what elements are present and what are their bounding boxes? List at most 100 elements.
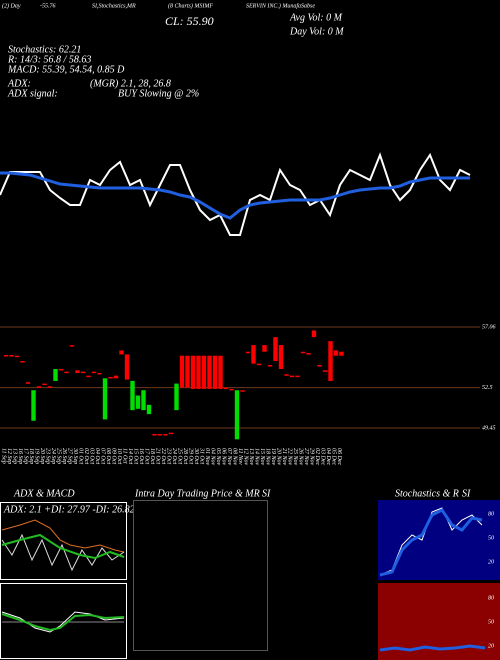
candle [256, 363, 262, 366]
macd: MACD: 55.39, 54.54, 0.85 D [7, 64, 125, 75]
x-tick-label: 17 Sep [23, 448, 29, 464]
candle [80, 371, 86, 374]
candle [311, 330, 317, 338]
x-tick-label: 03 Oct [89, 448, 95, 464]
candle [36, 386, 42, 388]
x-tick-label: 08 Nov [232, 448, 238, 466]
x-tick-label: 13 Sep [12, 448, 18, 464]
candle [157, 434, 163, 436]
x-tick-label: 11 Oct [122, 448, 128, 464]
top-text: SERVIN INC.) MunafaSabse [246, 2, 315, 9]
x-tick-label: 12 Sep [6, 448, 12, 464]
x-tick-label: 25 Sep [56, 448, 62, 464]
candle [322, 370, 328, 372]
stoch-panel [378, 500, 500, 580]
x-tick-label: 04 Nov [210, 448, 217, 466]
candle [229, 388, 234, 391]
x-tick-label: 14 Nov [254, 448, 261, 466]
rsi-decor [379, 644, 486, 652]
rsi-level: 20 [488, 643, 494, 649]
x-tick-label: 15 Nov [259, 448, 265, 466]
x-tick-label: 24 Sep [50, 448, 57, 464]
x-tick-label: 03 Dec [320, 448, 326, 465]
x-tick-label: 19 Nov [270, 448, 276, 466]
candle [102, 378, 108, 420]
candle [113, 375, 119, 379]
x-tick-label: 26 Sep [61, 448, 67, 464]
candle [47, 386, 53, 388]
x-tick-label: 21 Oct [155, 448, 161, 464]
panel-title: Intra Day Trading Price & MR [134, 488, 260, 499]
stochastics: Stochastics: 62.21 [8, 44, 81, 55]
x-tick-label: 29 Nov [309, 448, 315, 466]
candle [69, 345, 75, 347]
x-tick-label: 18 Oct [149, 448, 155, 464]
candle [124, 354, 130, 380]
x-tick-label: 27 Sep [67, 448, 73, 464]
candle [91, 371, 97, 374]
x-tick-label: 22 Nov [287, 448, 293, 466]
candle [146, 404, 152, 415]
x-tick-label: 06 Nov [221, 448, 227, 466]
x-tick-label: 08 Oct [105, 448, 111, 464]
adx-panel [0, 502, 127, 580]
panel-title: ADX & MACD [13, 488, 75, 499]
x-tick-label: 25 Oct [177, 448, 183, 464]
x-tick-label: 13 Nov [248, 448, 254, 466]
x-tick-label: 22 Oct [160, 448, 166, 464]
adx-decor [1, 533, 125, 572]
x-tick-label: 01 Oct [78, 448, 84, 464]
candle [14, 355, 20, 358]
candle [328, 341, 333, 381]
top-text: SI,Stochastics,MR [92, 3, 136, 9]
stoch-level: 20 [488, 559, 494, 565]
candle [86, 375, 91, 378]
candle [31, 390, 36, 421]
x-tick-label: 16 Sep [17, 448, 23, 464]
top-text: (2) Day [2, 2, 21, 9]
x-tick-label: 24 Oct [171, 448, 178, 464]
y-tick-label: 49.45 [482, 424, 496, 431]
candle [135, 395, 141, 409]
candle [262, 345, 267, 352]
day-vol: Day Vol: 0 M [289, 26, 344, 37]
rsi-level: 50 [488, 619, 494, 625]
candle [339, 351, 344, 356]
candle [273, 337, 278, 362]
x-tick-label: 14 Oct [127, 448, 134, 464]
x-tick-label: 20 Nov [276, 448, 282, 466]
x-tick-label: 23 Sep [45, 448, 51, 464]
x-tick-label: 09 Oct [111, 448, 117, 464]
adx-decor [1, 519, 125, 553]
adx-signal-label: ADX signal: [7, 88, 58, 99]
x-tick-label: 16 Oct [138, 448, 144, 464]
candle [163, 434, 168, 436]
candle [306, 353, 311, 355]
panel-title: SI [462, 488, 471, 499]
x-tick-label: 28 Oct [182, 448, 188, 464]
x-tick-label: 07 Nov [226, 448, 232, 466]
stoch-level: 50 [488, 535, 494, 541]
candle [75, 370, 80, 373]
x-tick-label: 18 Nov [265, 448, 271, 466]
candle [212, 355, 218, 389]
candle [130, 380, 135, 411]
x-tick-label: 19 Sep [34, 448, 40, 464]
x-tick-label: 20 Sep [39, 448, 45, 464]
candle [317, 365, 322, 367]
x-tick-label: 29 Oct [188, 448, 194, 464]
adx-text: ADX: 2.1 +DI: 27.97 -DI: 26.82 [3, 504, 135, 515]
candle [97, 372, 102, 375]
macd-panel [0, 583, 127, 659]
candle [25, 382, 31, 384]
candle [174, 383, 179, 411]
y-tick-label: 57.06 [482, 324, 496, 330]
top-text: (8 Charts) MSIMF [168, 2, 213, 9]
candle [234, 390, 240, 440]
x-tick-label: 02 Dec [314, 448, 320, 465]
candle [190, 355, 196, 389]
candle [223, 387, 229, 390]
candle [141, 390, 146, 411]
x-tick-label: 30 Sep [72, 447, 78, 464]
stoch-decor [379, 508, 483, 577]
